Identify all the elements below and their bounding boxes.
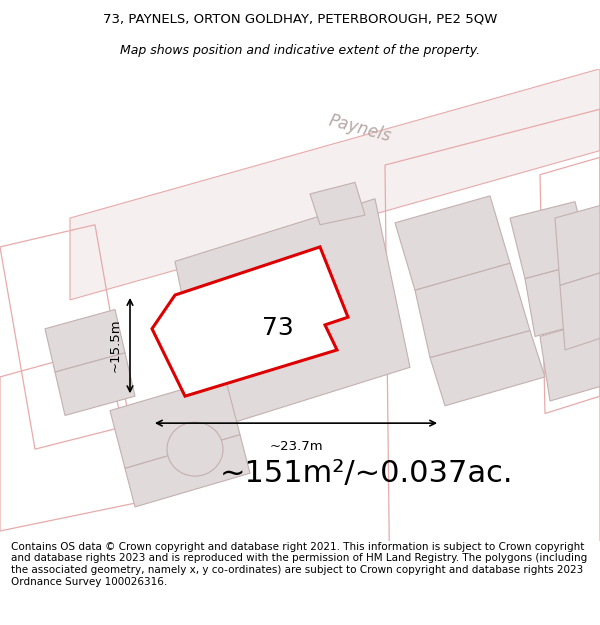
Polygon shape [395, 196, 510, 290]
Polygon shape [175, 199, 410, 430]
Text: Contains OS data © Crown copyright and database right 2021. This information is : Contains OS data © Crown copyright and d… [11, 542, 587, 587]
Polygon shape [55, 353, 135, 416]
Text: ~151m²/~0.037ac.: ~151m²/~0.037ac. [220, 459, 514, 488]
Polygon shape [45, 309, 125, 372]
Text: Paynels: Paynels [327, 111, 393, 146]
Polygon shape [510, 202, 590, 279]
Text: ~15.5m: ~15.5m [109, 319, 122, 372]
Polygon shape [125, 435, 250, 507]
Polygon shape [70, 69, 600, 300]
Polygon shape [525, 261, 600, 336]
Polygon shape [430, 331, 545, 406]
Polygon shape [110, 377, 240, 468]
Polygon shape [540, 319, 600, 401]
Polygon shape [415, 263, 530, 358]
Circle shape [167, 422, 223, 476]
Text: ~23.7m: ~23.7m [269, 441, 323, 454]
Text: Map shows position and indicative extent of the property.: Map shows position and indicative extent… [120, 44, 480, 57]
Text: 73: 73 [262, 316, 294, 339]
Polygon shape [560, 273, 600, 350]
Polygon shape [555, 206, 600, 286]
Polygon shape [310, 182, 365, 225]
Text: 73, PAYNELS, ORTON GOLDHAY, PETERBOROUGH, PE2 5QW: 73, PAYNELS, ORTON GOLDHAY, PETERBOROUGH… [103, 12, 497, 26]
Polygon shape [152, 247, 348, 396]
